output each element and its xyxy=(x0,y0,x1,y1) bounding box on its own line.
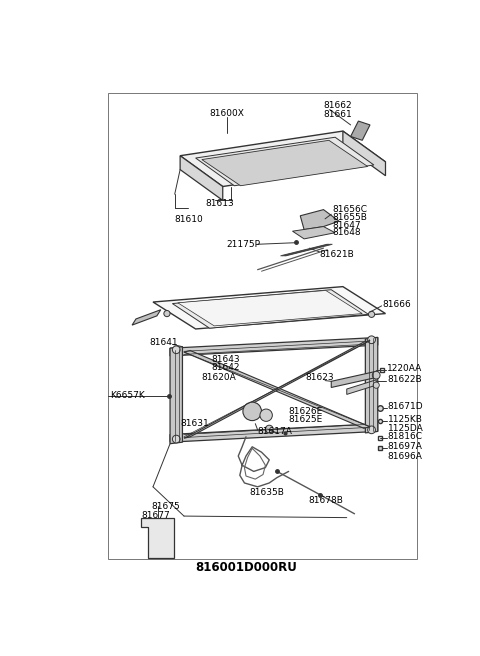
Text: 81613: 81613 xyxy=(206,199,234,208)
Circle shape xyxy=(369,311,375,318)
Text: 81622B: 81622B xyxy=(387,375,421,384)
Polygon shape xyxy=(180,155,223,200)
Text: 816001D000RU: 816001D000RU xyxy=(195,561,297,574)
Circle shape xyxy=(368,426,375,434)
Text: 81647: 81647 xyxy=(333,220,361,230)
Circle shape xyxy=(164,310,170,317)
Text: 81671D: 81671D xyxy=(388,402,423,411)
Text: 81678B: 81678B xyxy=(308,496,343,505)
Text: 81662: 81662 xyxy=(324,101,352,110)
Polygon shape xyxy=(170,424,378,442)
Text: 81697A: 81697A xyxy=(388,442,423,451)
Text: 1220AA: 1220AA xyxy=(387,363,422,373)
Text: 81600X: 81600X xyxy=(209,109,244,118)
Text: 81610: 81610 xyxy=(175,215,204,224)
Text: 81661: 81661 xyxy=(324,110,352,119)
Text: 81655B: 81655B xyxy=(333,213,368,222)
Text: 81696A: 81696A xyxy=(388,451,423,461)
Polygon shape xyxy=(300,210,339,230)
Text: 81642: 81642 xyxy=(211,363,240,372)
Circle shape xyxy=(172,435,180,443)
Text: 81643: 81643 xyxy=(211,356,240,364)
Text: 81641: 81641 xyxy=(149,338,178,347)
Text: 81648: 81648 xyxy=(333,228,361,237)
Circle shape xyxy=(368,336,375,344)
Polygon shape xyxy=(350,121,370,140)
Text: 81617A: 81617A xyxy=(258,427,292,436)
Polygon shape xyxy=(172,290,369,328)
Text: 81816C: 81816C xyxy=(388,432,423,440)
Polygon shape xyxy=(292,226,335,239)
Polygon shape xyxy=(170,337,378,356)
Polygon shape xyxy=(343,131,385,176)
Text: 81621B: 81621B xyxy=(320,250,354,258)
Polygon shape xyxy=(347,380,376,394)
Polygon shape xyxy=(331,371,376,388)
Text: 81675: 81675 xyxy=(152,502,180,511)
Text: 81631: 81631 xyxy=(180,419,209,428)
Circle shape xyxy=(372,371,380,379)
Circle shape xyxy=(172,346,180,354)
Polygon shape xyxy=(142,518,174,558)
Text: 1125DA: 1125DA xyxy=(388,424,423,433)
Text: 81656C: 81656C xyxy=(333,205,368,214)
Text: 81620A: 81620A xyxy=(201,373,236,382)
Polygon shape xyxy=(178,291,362,326)
Circle shape xyxy=(265,425,273,433)
Polygon shape xyxy=(132,310,161,325)
Text: 21175P: 21175P xyxy=(227,240,261,249)
Circle shape xyxy=(260,409,272,421)
Polygon shape xyxy=(170,346,182,443)
Polygon shape xyxy=(180,131,385,186)
Text: 81626E: 81626E xyxy=(288,407,323,416)
Polygon shape xyxy=(153,287,385,329)
Text: 81623: 81623 xyxy=(305,373,334,382)
Circle shape xyxy=(243,402,262,420)
Text: 1125KB: 1125KB xyxy=(388,415,423,424)
Text: 81635B: 81635B xyxy=(250,489,285,497)
Polygon shape xyxy=(196,137,374,186)
Polygon shape xyxy=(365,337,378,433)
Text: 81625E: 81625E xyxy=(288,415,323,424)
Polygon shape xyxy=(202,140,368,186)
Circle shape xyxy=(373,382,379,388)
Bar xyxy=(108,92,417,559)
Text: K6657K: K6657K xyxy=(110,392,145,400)
Polygon shape xyxy=(184,340,370,438)
Polygon shape xyxy=(184,350,370,428)
Text: 81666: 81666 xyxy=(383,300,411,309)
Text: 81677: 81677 xyxy=(142,511,170,520)
